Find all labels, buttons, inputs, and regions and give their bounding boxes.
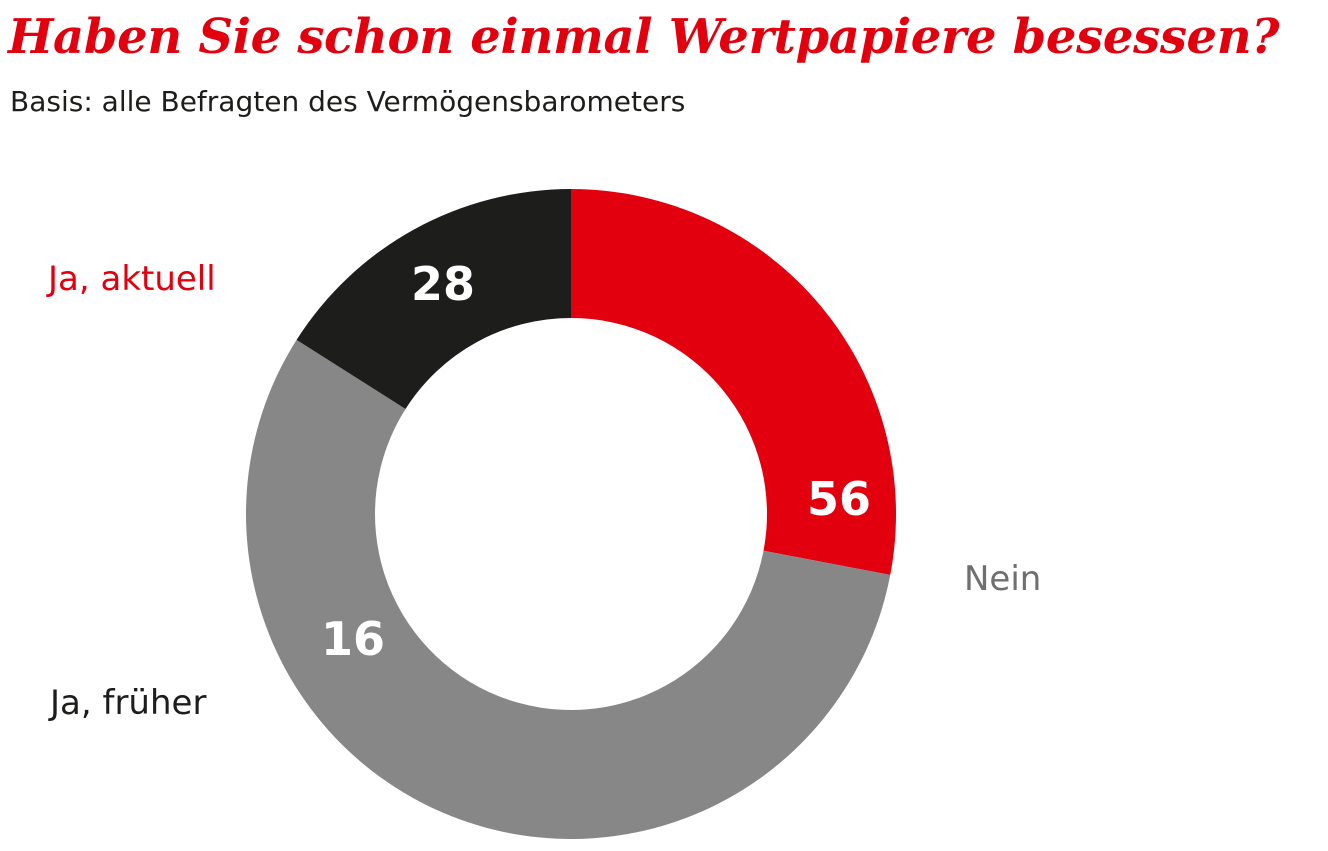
slice-value-label: 16 bbox=[321, 612, 385, 666]
slice-value-label: 28 bbox=[411, 257, 475, 311]
chart-subtitle: Basis: alle Befragten des Vermögensbarom… bbox=[10, 85, 686, 118]
donut-slice bbox=[571, 189, 896, 575]
chart-title: Haben Sie schon einmal Wertpapiere beses… bbox=[8, 9, 1280, 65]
donut-slice bbox=[246, 339, 891, 839]
slice-value-label: 56 bbox=[807, 472, 871, 526]
slice-category-label: Ja, früher bbox=[48, 683, 206, 723]
slice-category-label: Nein bbox=[964, 559, 1041, 599]
donut-slice bbox=[296, 189, 571, 409]
slice-category-label: Ja, aktuell bbox=[46, 259, 216, 299]
